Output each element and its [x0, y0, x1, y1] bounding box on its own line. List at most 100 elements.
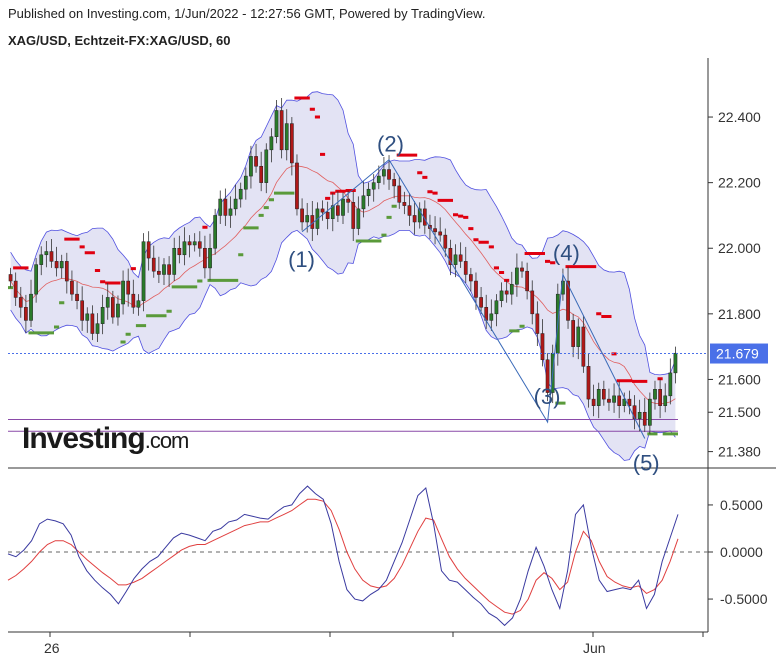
investing-logo: Investing.com: [22, 422, 189, 455]
candle-body: [290, 123, 294, 164]
candle-body: [566, 280, 570, 321]
candle-body: [54, 261, 59, 269]
candle-body: [39, 254, 44, 265]
candle-body: [197, 241, 202, 249]
candle-body: [121, 280, 125, 305]
candle-body: [233, 198, 238, 210]
candle-body: [504, 290, 509, 295]
last-price-tag: [710, 343, 768, 364]
candle-body: [469, 274, 473, 282]
candle-body: [279, 110, 284, 151]
price-tick-label-5: 21.600: [718, 371, 761, 387]
candle-body: [586, 366, 591, 400]
osc-tick-label-2: 0.0000: [720, 544, 763, 560]
candle-body: [64, 261, 69, 282]
candle-body: [402, 202, 407, 206]
candle-body: [75, 293, 79, 301]
candle-body: [576, 326, 581, 347]
candle-body: [274, 110, 279, 137]
candle-body: [499, 290, 504, 301]
candle-body: [320, 208, 325, 213]
candle-body: [141, 241, 146, 301]
candle-body: [269, 136, 274, 151]
candle-body: [366, 188, 371, 197]
candle-body: [192, 241, 197, 246]
candle-body: [223, 198, 228, 216]
candle-body: [458, 254, 463, 262]
candle-body: [407, 205, 412, 216]
candle-body: [637, 411, 642, 420]
candle-body: [116, 303, 120, 318]
candle-body: [617, 395, 622, 406]
candle-body: [105, 297, 110, 308]
candle-body: [187, 241, 192, 246]
candle-body: [612, 395, 616, 403]
candle-body: [438, 231, 443, 236]
candle-body: [627, 398, 632, 406]
candle-body: [356, 208, 361, 229]
candle-body: [479, 297, 483, 308]
candle-body: [571, 320, 576, 347]
candle-body: [131, 293, 136, 308]
candle-body: [177, 247, 182, 256]
candle-body: [658, 389, 662, 406]
candle-body: [85, 313, 90, 321]
candle-body: [18, 297, 23, 308]
elliott-wave-line: [301, 158, 646, 439]
wave-label-1: (1): [288, 247, 315, 272]
candle-body: [24, 307, 28, 321]
candle-body: [44, 251, 49, 256]
candle-body: [100, 307, 105, 324]
candle-body: [284, 123, 289, 151]
symbol-title: XAG/USD, Echtzeit-FX:XAG/USD, 60: [8, 33, 231, 48]
candle-body: [228, 208, 233, 216]
candle-body: [530, 290, 535, 315]
candle-body: [382, 169, 386, 177]
candle-body: [387, 169, 391, 180]
candle-body: [361, 195, 366, 210]
candle-body: [622, 398, 627, 406]
candle-body: [412, 215, 417, 223]
candle-body: [243, 175, 248, 190]
candle-body: [305, 215, 310, 223]
candle-body: [535, 313, 540, 334]
candle-body: [167, 264, 171, 275]
osc-tick-label-1: 0.5000: [720, 497, 763, 513]
candle-body: [8, 274, 13, 282]
bollinger-upper-line: [10, 91, 676, 376]
candle-body: [162, 264, 166, 275]
candle-body: [182, 241, 187, 256]
candle-body: [474, 280, 478, 298]
candle-body: [80, 300, 85, 321]
candle-body: [325, 211, 330, 219]
candle-body: [110, 297, 115, 318]
candle-body: [346, 198, 350, 203]
last-price-label: 21.679: [716, 346, 759, 362]
candle-body: [203, 247, 207, 269]
candle-body: [136, 300, 141, 308]
candle-body: [494, 300, 499, 315]
candle-body: [151, 257, 156, 272]
wave-label-5: (5): [633, 450, 660, 475]
candle-body: [417, 208, 422, 223]
candle-body: [663, 395, 668, 406]
candle-body: [545, 359, 550, 393]
price-tick-label-4: 21.800: [718, 306, 761, 322]
candle-body: [525, 270, 529, 292]
candle-body: [453, 254, 458, 265]
candle-body: [172, 247, 177, 275]
osc-tick-label-3: -0.5000: [720, 591, 768, 607]
published-line: Published on Investing.com, 1/Jun/2022 -…: [8, 6, 486, 21]
price-tick-label-2: 22.200: [718, 175, 761, 191]
candle-body: [341, 198, 345, 216]
candle-body: [448, 247, 453, 265]
candle-body: [596, 389, 601, 406]
candle-body: [433, 228, 437, 233]
candle-body: [642, 411, 647, 426]
candle-body: [49, 251, 54, 262]
candle-body: [29, 293, 33, 321]
oscillator-main-line: [7, 485, 679, 627]
candle-body: [463, 261, 468, 275]
candle-body: [259, 165, 264, 183]
